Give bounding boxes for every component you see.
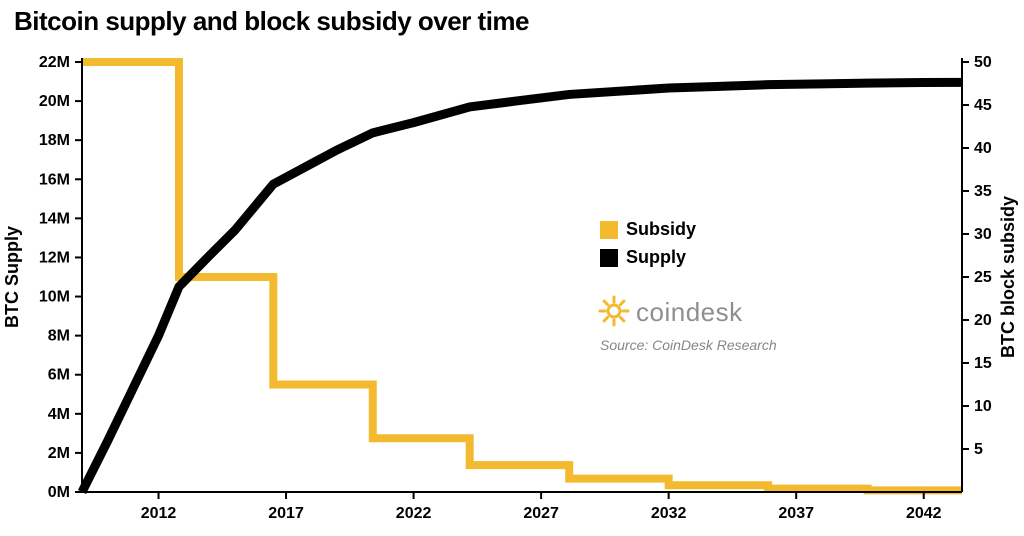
y-right-tick-label: 45 xyxy=(974,97,992,114)
y-left-tick-label: 2M xyxy=(48,445,70,462)
y-right-tick-label: 30 xyxy=(974,226,992,243)
y-right-tick-label: 40 xyxy=(974,140,992,157)
y-left-tick-label: 8M xyxy=(48,328,70,345)
x-tick-label: 2017 xyxy=(268,505,304,522)
x-tick-label: 2042 xyxy=(906,505,942,522)
y-left-tick-label: 10M xyxy=(39,289,70,306)
series-line xyxy=(82,82,962,492)
y-right-tick-label: 15 xyxy=(974,355,992,372)
x-tick-label: 2037 xyxy=(778,505,814,522)
y-left-axis-label: BTC Supply xyxy=(2,226,22,328)
y-left-tick-label: 6M xyxy=(48,367,70,384)
x-tick-label: 2022 xyxy=(396,505,432,522)
y-right-tick-label: 50 xyxy=(974,54,992,71)
legend-label: Supply xyxy=(626,247,686,267)
y-right-tick-label: 10 xyxy=(974,398,992,415)
y-left-tick-label: 16M xyxy=(39,171,70,188)
y-right-tick-label: 25 xyxy=(974,269,992,286)
chart-title: Bitcoin supply and block subsidy over ti… xyxy=(14,6,529,37)
y-left-tick-label: 18M xyxy=(39,132,70,149)
x-tick-label: 2012 xyxy=(141,505,177,522)
source-text: Source: CoinDesk Research xyxy=(600,337,777,353)
y-left-tick-label: 4M xyxy=(48,406,70,423)
series-line xyxy=(82,62,962,490)
legend-swatch xyxy=(600,249,618,267)
brand-text: coindesk xyxy=(636,297,743,327)
legend-label: Subsidy xyxy=(626,219,696,239)
chart-svg: 0M 2M 4M 6M 8M 10M 12M 14M 16M 18M 20M 22M 5 10 15 20 25… xyxy=(0,0,1024,536)
y-left-tick-label: 0M xyxy=(48,484,70,501)
y-right-tick-label: 20 xyxy=(974,312,992,329)
y-left-tick-label: 22M xyxy=(39,54,70,71)
legend-swatch xyxy=(600,221,618,239)
y-left-tick-label: 20M xyxy=(39,93,70,110)
y-left-tick-label: 12M xyxy=(39,249,70,266)
x-tick-label: 2032 xyxy=(651,505,687,522)
y-left-tick-label: 14M xyxy=(39,210,70,227)
y-right-axis-label: BTC block subsidy xyxy=(998,196,1018,358)
y-right-tick-label: 35 xyxy=(974,183,992,200)
y-right-tick-label: 5 xyxy=(974,441,983,458)
brand-logo: coindesk xyxy=(600,297,743,327)
chart-container: Bitcoin supply and block subsidy over ti… xyxy=(0,0,1024,536)
x-tick-label: 2027 xyxy=(523,505,559,522)
coindesk-icon xyxy=(600,297,628,325)
